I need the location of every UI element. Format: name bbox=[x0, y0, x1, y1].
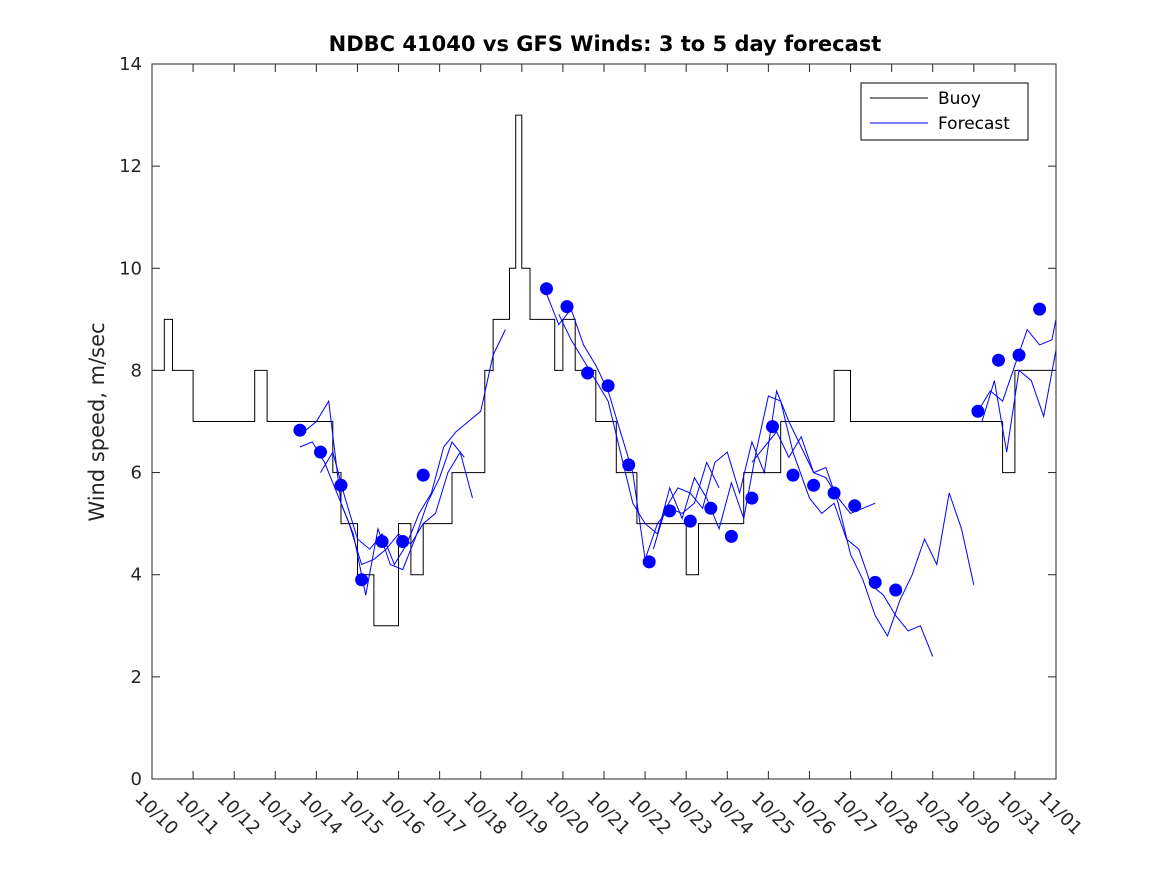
forecast-series-line bbox=[546, 293, 720, 560]
y-tick-label: 0 bbox=[131, 769, 142, 790]
y-tick-label: 10 bbox=[119, 258, 142, 279]
y-tick-label: 14 bbox=[119, 54, 142, 75]
forecast-marker bbox=[581, 366, 595, 380]
forecast-marker bbox=[1033, 302, 1047, 316]
forecast-marker bbox=[745, 491, 759, 505]
x-tick-label: 10/12 bbox=[213, 788, 265, 840]
forecast-marker bbox=[601, 379, 615, 393]
forecast-marker bbox=[375, 535, 389, 548]
x-tick-label: 10/20 bbox=[541, 788, 593, 840]
legend-label-forecast: Forecast bbox=[938, 114, 1010, 134]
y-tick-label: 8 bbox=[131, 360, 142, 381]
x-tick-label: 10/29 bbox=[911, 788, 963, 840]
x-tick-label: 10/24 bbox=[706, 788, 758, 840]
chart-title: NDBC 41040 vs GFS Winds: 3 to 5 day fore… bbox=[329, 32, 882, 56]
x-tick-label: 10/23 bbox=[665, 788, 717, 840]
forecast-marker bbox=[622, 458, 636, 472]
x-tick-label: 10/28 bbox=[870, 788, 922, 840]
forecast-marker bbox=[540, 282, 553, 296]
x-tick-label: 10/16 bbox=[377, 788, 429, 840]
x-tick-label: 10/30 bbox=[952, 788, 1004, 840]
forecast-marker bbox=[334, 478, 348, 492]
forecast-marker bbox=[560, 300, 574, 314]
x-tick-label: 10/22 bbox=[624, 788, 676, 840]
forecast-marker bbox=[355, 573, 369, 587]
forecast-marker bbox=[314, 445, 327, 459]
forecast-series-line bbox=[977, 319, 1057, 412]
forecast-marker bbox=[807, 478, 821, 492]
forecast-marker bbox=[889, 583, 903, 597]
x-tick-label: 10/15 bbox=[336, 788, 388, 840]
legend: Buoy Forecast bbox=[860, 82, 1029, 141]
buoy-series-line bbox=[152, 114, 1056, 627]
forecast-marker bbox=[868, 575, 882, 589]
x-tick-label: 10/18 bbox=[459, 788, 511, 840]
y-tick-label: 6 bbox=[131, 463, 142, 484]
plot-area bbox=[151, 63, 1057, 780]
forecast-marker bbox=[663, 504, 677, 518]
forecast-marker bbox=[293, 423, 307, 437]
y-tick-label: 2 bbox=[131, 667, 142, 688]
forecast-marker bbox=[724, 529, 738, 543]
x-tick-label: 10/27 bbox=[829, 788, 881, 840]
forecast-marker bbox=[642, 555, 656, 569]
y-tick-label: 12 bbox=[119, 156, 142, 177]
forecast-marker bbox=[416, 468, 430, 482]
x-tick-label: 10/31 bbox=[993, 788, 1045, 840]
legend-label-buoy: Buoy bbox=[938, 89, 981, 109]
legend-box bbox=[860, 82, 1029, 141]
x-tick-label: 10/11 bbox=[172, 788, 224, 840]
forecast-marker bbox=[1012, 348, 1026, 362]
x-tick-label: 10/21 bbox=[582, 788, 634, 840]
forecast-marker bbox=[971, 404, 985, 418]
forecast-marker bbox=[683, 514, 697, 528]
x-tick-label: 10/25 bbox=[747, 788, 799, 840]
forecast-marker bbox=[827, 486, 841, 500]
forecast-series-line bbox=[299, 441, 473, 566]
x-tick-label: 10/19 bbox=[500, 788, 552, 840]
forecast-marker bbox=[704, 501, 718, 515]
y-tick-label: 4 bbox=[131, 565, 142, 586]
x-tick-label: 10/26 bbox=[788, 788, 840, 840]
x-tick-label: 10/17 bbox=[418, 788, 470, 840]
x-tick-label: 10/14 bbox=[295, 788, 347, 840]
forecast-series-line bbox=[320, 329, 506, 566]
x-tick-label: 10/10 bbox=[130, 788, 182, 840]
forecast-marker bbox=[766, 420, 779, 434]
y-axis-label: Wind speed, m/sec bbox=[85, 322, 109, 521]
forecast-marker bbox=[848, 499, 862, 513]
forecast-marker bbox=[992, 353, 1005, 367]
forecast-marker bbox=[396, 535, 410, 548]
x-tick-label: 11/01 bbox=[1034, 788, 1086, 840]
forecast-series-line bbox=[981, 349, 1057, 453]
forecast-marker bbox=[786, 468, 800, 482]
x-tick-label: 10/13 bbox=[254, 788, 306, 840]
